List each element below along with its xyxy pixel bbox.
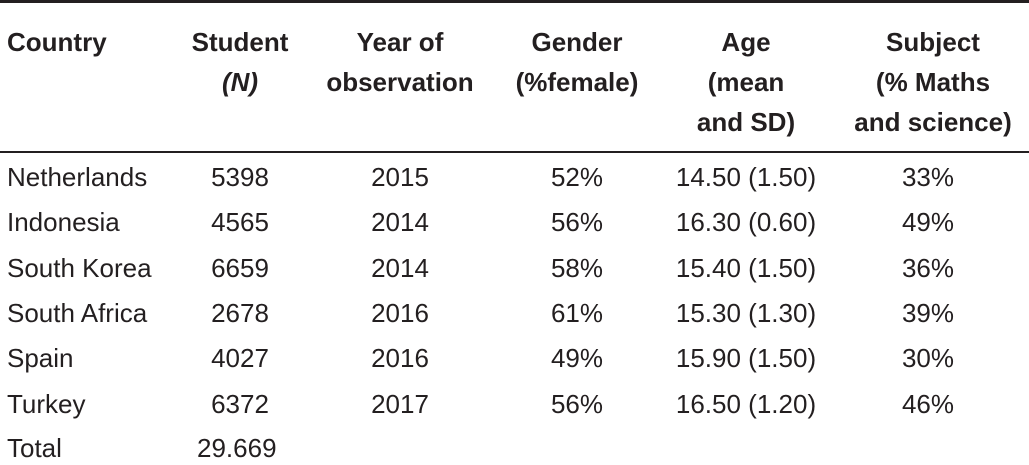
- cell-subject: 30%: [901, 343, 955, 374]
- cell-subject: 36%: [901, 252, 955, 283]
- cell-country: Indonesia: [7, 207, 120, 238]
- header-age: Age (mean and SD): [696, 27, 796, 137]
- cell-student: 4565: [211, 207, 269, 238]
- cell-age: 14.50 (1.50): [675, 162, 817, 192]
- cell-age: 15.30 (1.30): [675, 297, 817, 328]
- cell-student: 6372: [211, 388, 269, 419]
- cell-gender: 56%: [550, 388, 604, 419]
- cell-student: 5398: [211, 162, 269, 192]
- cell-subject: 46%: [901, 388, 955, 419]
- cell-year: 2014: [371, 252, 429, 283]
- cell-year: 2014: [371, 207, 429, 238]
- cell-country: Spain: [7, 343, 74, 374]
- header-subject: Subject (% Maths and science): [854, 27, 1012, 137]
- cell-gender: 49%: [550, 343, 604, 374]
- cell-country: Turkey: [7, 388, 86, 419]
- cell-age: 15.40 (1.50): [675, 252, 817, 283]
- cell-country: Netherlands: [7, 162, 148, 192]
- header-country: Country: [7, 27, 107, 57]
- header-year: Year of observation: [326, 27, 474, 97]
- cell-subject: 39%: [901, 297, 955, 328]
- cell-gender: 58%: [550, 252, 604, 283]
- header-rule: [0, 151, 1029, 153]
- header-student: Student (N): [191, 27, 289, 97]
- cell-country: South Korea: [7, 252, 152, 283]
- cell-country: South Africa: [7, 297, 148, 328]
- cell-year: 2016: [371, 297, 429, 328]
- cell-age: 15.90 (1.50): [675, 343, 817, 374]
- total-student: 29.669: [197, 433, 277, 463]
- cell-age: 16.50 (1.20): [675, 388, 817, 419]
- cell-subject: 49%: [901, 207, 955, 238]
- cell-year: 2015: [371, 162, 429, 192]
- cell-gender: 61%: [550, 297, 604, 328]
- cell-gender: 52%: [550, 162, 604, 192]
- cell-year: 2016: [371, 343, 429, 374]
- cell-year: 2017: [371, 388, 429, 419]
- cell-age: 16.30 (0.60): [675, 207, 817, 238]
- top-rule: [0, 0, 1029, 3]
- cell-gender: 56%: [550, 207, 604, 238]
- cell-student: 6659: [211, 252, 269, 283]
- cell-student: 2678: [211, 297, 269, 328]
- header-gender: Gender (%female): [515, 27, 639, 97]
- total-label: Total: [7, 433, 62, 463]
- cell-subject: 33%: [901, 162, 955, 192]
- cell-student: 4027: [211, 343, 269, 374]
